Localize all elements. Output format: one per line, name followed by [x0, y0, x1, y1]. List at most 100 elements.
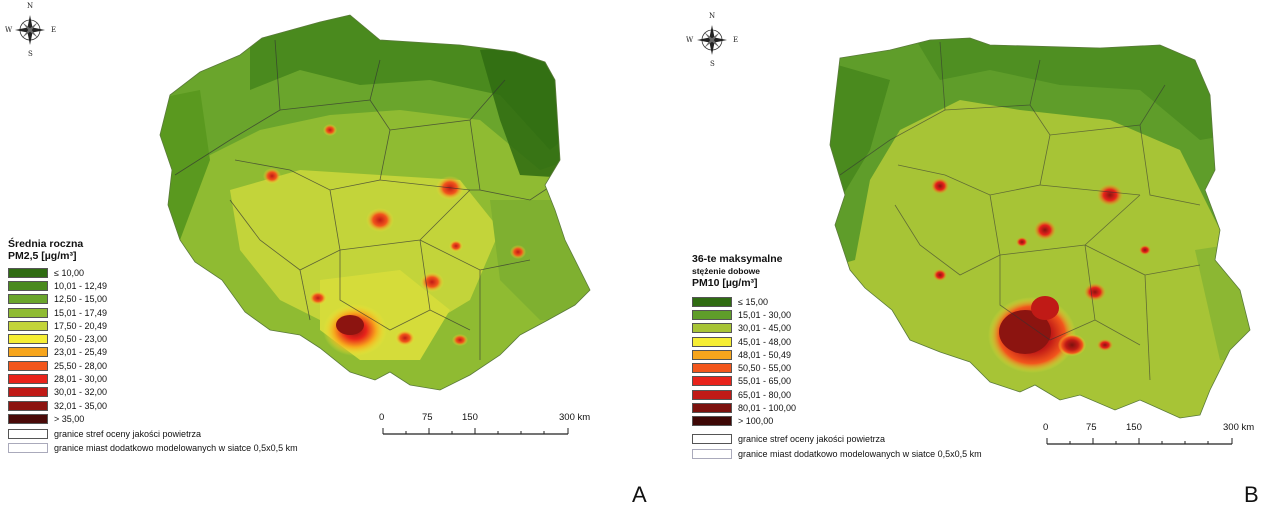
legend-class-row: ≤ 10,00: [8, 266, 298, 279]
legend-class-row: 10,01 - 12,49: [8, 279, 298, 292]
legend-boundary-cities: granice miast dodatkowo modelowanych w s…: [692, 447, 982, 460]
scale-label: 0: [379, 412, 384, 423]
legend-swatch: [8, 334, 48, 344]
scale-label: 150: [462, 412, 478, 423]
legend-label: ≤ 15,00: [738, 297, 768, 307]
compass-rose-icon: N S W E: [10, 10, 50, 50]
compass-south-label: S: [28, 50, 33, 58]
scale-label: 300 km: [559, 412, 590, 423]
legend-swatch: [692, 416, 732, 426]
legend-label: 25,50 - 28,00: [54, 361, 107, 371]
scale-bar-a: 0 75 150 300 km: [382, 412, 582, 442]
legend-class-row: 45,01 - 48,00: [692, 335, 982, 348]
compass-west-label: W: [5, 26, 12, 34]
compass-east-label: E: [733, 36, 738, 44]
legend-class-row: 28,01 - 30,00: [8, 372, 298, 385]
legend-swatch: [8, 401, 48, 411]
legend-class-row: 15,01 - 17,49: [8, 306, 298, 319]
legend-class-row: 48,01 - 50,49: [692, 348, 982, 361]
legend-class-row: 20,50 - 23,00: [8, 332, 298, 345]
legend-title-line2: PM2,5 [µg/m³]: [8, 250, 298, 262]
legend-swatch: [692, 337, 732, 347]
legend-b: 36-te maksymalne stężenie dobowe PM10 [µ…: [692, 253, 982, 461]
legend-label: 23,01 - 25,49: [54, 347, 107, 357]
compass-north-label: N: [709, 12, 715, 20]
legend-class-row: > 35,00: [8, 412, 298, 425]
legend-label: granice miast dodatkowo modelowanych w s…: [54, 443, 298, 453]
legend-swatch: [692, 434, 732, 444]
legend-label: 20,50 - 23,00: [54, 334, 107, 344]
legend-label: 17,50 - 20,49: [54, 321, 107, 331]
compass-west-label: W: [686, 36, 693, 44]
legend-swatch: [692, 449, 732, 459]
scale-label: 0: [1043, 422, 1048, 433]
legend-classes: ≤ 15,00 15,01 - 30,00 30,01 - 45,00 45,01 -…: [692, 295, 982, 428]
scale-label: 150: [1126, 422, 1142, 433]
legend-label: 48,01 - 50,49: [738, 350, 791, 360]
legend-class-row: 30,01 - 32,00: [8, 386, 298, 399]
legend-swatch: [8, 268, 48, 278]
legend-title-line3: PM10 [µg/m³]: [692, 277, 982, 289]
map-panel-a: N S W E Średnia roczna PM2,5 [µg/m³] ≤ 1…: [0, 0, 640, 523]
legend-label: 45,01 - 48,00: [738, 337, 791, 347]
legend-swatch: [8, 347, 48, 357]
scale-label: 300 km: [1223, 422, 1254, 433]
legend-swatch: [692, 403, 732, 413]
scale-label: 75: [422, 412, 433, 423]
map-panel-b: N S W E 36-te maksymalne stężenie dobowe…: [640, 0, 1280, 523]
compass-north-label: N: [27, 2, 33, 10]
legend-label: 10,01 - 12,49: [54, 281, 107, 291]
legend-label: 80,01 - 100,00: [738, 403, 796, 413]
legend-swatch: [8, 387, 48, 397]
legend-swatch: [8, 294, 48, 304]
legend-class-row: 55,01 - 65,00: [692, 375, 982, 388]
compass-rose-icon: N S W E: [692, 20, 732, 60]
legend-label: 12,50 - 15,00: [54, 294, 107, 304]
legend-label: 30,01 - 32,00: [54, 387, 107, 397]
scale-bar-b: 0 75 150 300 km: [1046, 422, 1246, 452]
legend-title-line1: 36-te maksymalne: [692, 253, 982, 265]
legend-label: 32,01 - 35,00: [54, 401, 107, 411]
legend-class-row: 12,50 - 15,00: [8, 293, 298, 306]
legend-swatch: [8, 321, 48, 331]
legend-label: granice miast dodatkowo modelowanych w s…: [738, 449, 982, 459]
legend-class-row: 65,01 - 80,00: [692, 388, 982, 401]
legend-class-row: 17,50 - 20,49: [8, 319, 298, 332]
legend-boundary-cities: granice miast dodatkowo modelowanych w s…: [8, 441, 298, 454]
legend-title-line1: Średnia roczna: [8, 238, 298, 250]
legend-swatch: [8, 443, 48, 453]
compass-east-label: E: [51, 26, 56, 34]
legend-label: ≤ 10,00: [54, 268, 84, 278]
panel-letter-b: B: [1244, 482, 1259, 508]
legend-a: Średnia roczna PM2,5 [µg/m³] ≤ 10,00 10,0…: [8, 238, 298, 454]
legend-label: 15,01 - 30,00: [738, 310, 791, 320]
legend-swatch: [692, 390, 732, 400]
legend-swatch: [8, 374, 48, 384]
compass-south-label: S: [710, 60, 715, 68]
legend-label: 15,01 - 17,49: [54, 308, 107, 318]
legend-label: 30,01 - 45,00: [738, 323, 791, 333]
legend-title-line2: stężenie dobowe: [692, 265, 982, 277]
legend-swatch: [692, 376, 732, 386]
legend-swatch: [8, 281, 48, 291]
legend-label: > 35,00: [54, 414, 84, 424]
legend-swatch: [8, 414, 48, 424]
legend-label: > 100,00: [738, 416, 773, 426]
legend-swatch: [8, 429, 48, 439]
legend-class-row: 25,50 - 28,00: [8, 359, 298, 372]
legend-swatch: [8, 361, 48, 371]
legend-swatch: [692, 363, 732, 373]
legend-label: granice stref oceny jakości powietrza: [738, 434, 885, 444]
legend-swatch: [692, 323, 732, 333]
legend-label: 28,01 - 30,00: [54, 374, 107, 384]
scale-label: 75: [1086, 422, 1097, 433]
legend-class-row: 50,50 - 55,00: [692, 361, 982, 374]
legend-class-row: 80,01 - 100,00: [692, 401, 982, 414]
legend-class-row: 23,01 - 25,49: [8, 346, 298, 359]
legend-classes: ≤ 10,00 10,01 - 12,49 12,50 - 15,00 15,01 -…: [8, 266, 298, 426]
legend-class-row: 32,01 - 35,00: [8, 399, 298, 412]
legend-boundary-zones: granice stref oceny jakości powietrza: [692, 432, 982, 445]
legend-label: 65,01 - 80,00: [738, 390, 791, 400]
legend-class-row: > 100,00: [692, 415, 982, 428]
legend-class-row: ≤ 15,00: [692, 295, 982, 308]
